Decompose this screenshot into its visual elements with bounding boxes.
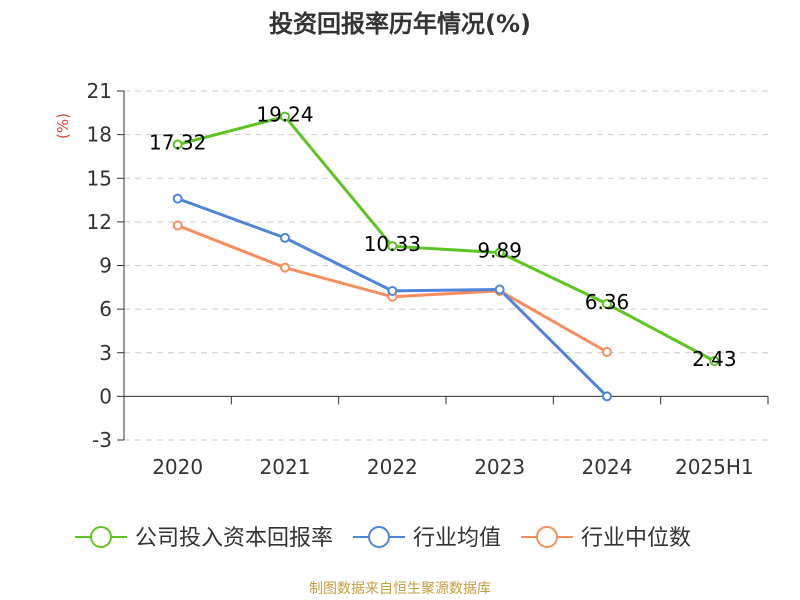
y-tick-label: 15 bbox=[87, 166, 112, 190]
legend-label: 公司投入资本回报率 bbox=[135, 526, 333, 551]
data-label: 19.24 bbox=[256, 103, 313, 127]
x-axis: 2020 2021 2022 2023 2024 2025H1 bbox=[123, 395, 769, 479]
data-label: 17.32 bbox=[149, 131, 206, 155]
series-line bbox=[177, 115, 716, 363]
y-axis-unit-label: (%) bbox=[54, 113, 72, 139]
x-tick-label: 2022 bbox=[367, 455, 418, 479]
series-point bbox=[280, 232, 290, 243]
x-tick-label: 2025H1 bbox=[675, 455, 754, 479]
y-axis: -3 0 3 6 9 12 15 18 21 bbox=[87, 79, 125, 452]
y-tick-label: 21 bbox=[87, 79, 112, 103]
series-lines bbox=[177, 115, 716, 398]
y-tick-label: 12 bbox=[87, 210, 112, 234]
x-tick-label: 2021 bbox=[260, 455, 311, 479]
series-point bbox=[494, 284, 505, 295]
legend-label: 行业中位数 bbox=[581, 526, 691, 551]
series-point bbox=[172, 220, 183, 231]
x-tick-label: 2020 bbox=[152, 455, 203, 479]
legend-marker bbox=[368, 526, 390, 548]
y-tick-label: 0 bbox=[99, 384, 112, 408]
x-tick-label: 2023 bbox=[474, 455, 525, 479]
series-point bbox=[172, 139, 183, 150]
series-point bbox=[494, 247, 505, 258]
y-tick-label: 3 bbox=[99, 341, 112, 365]
x-tick-label: 2024 bbox=[582, 455, 633, 479]
chart-title: 投资回报率历年情况(%) bbox=[269, 10, 531, 38]
gridlines bbox=[124, 90, 768, 441]
series-point bbox=[280, 111, 290, 122]
legend-marker bbox=[90, 526, 112, 548]
legend-marker bbox=[536, 526, 558, 548]
series-point bbox=[602, 391, 612, 402]
series-point bbox=[602, 347, 612, 358]
y-tick-label: -3 bbox=[92, 428, 112, 452]
source-note: 制图数据来自恒生聚源数据库 bbox=[309, 581, 491, 597]
series-point bbox=[172, 193, 183, 204]
data-label: 10.33 bbox=[364, 232, 421, 256]
data-label: 6.36 bbox=[585, 290, 630, 314]
legend-label: 行业均值 bbox=[413, 526, 501, 551]
y-tick-label: 9 bbox=[99, 254, 112, 278]
series-point bbox=[387, 285, 398, 296]
data-labels: 17.32 19.24 10.33 9.89 6.36 2.43 bbox=[149, 103, 737, 371]
series-point bbox=[709, 356, 720, 367]
data-label: 2.43 bbox=[692, 347, 737, 371]
series-point bbox=[602, 298, 612, 309]
data-label: 9.89 bbox=[477, 239, 522, 263]
series-points bbox=[172, 111, 720, 402]
series-point bbox=[280, 262, 290, 273]
y-tick-label: 6 bbox=[99, 297, 112, 321]
legend: 公司投入资本回报率 行业均值 行业中位数 bbox=[75, 526, 691, 551]
y-tick-label: 18 bbox=[87, 123, 112, 147]
series-point bbox=[387, 241, 398, 252]
